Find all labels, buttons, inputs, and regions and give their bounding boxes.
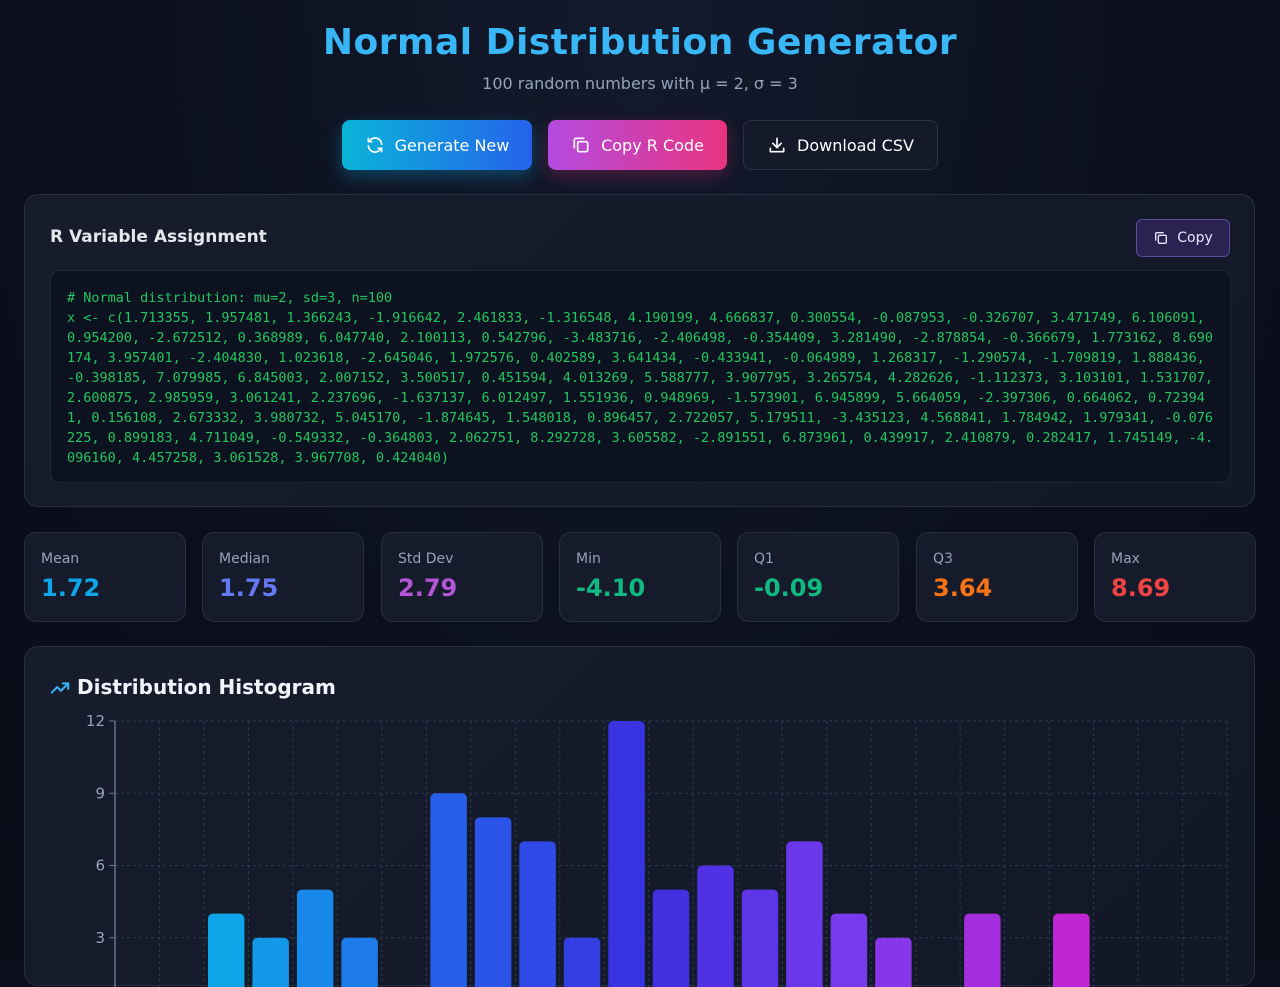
histogram-bar[interactable] xyxy=(964,914,1000,987)
histogram-bar[interactable] xyxy=(742,890,778,987)
histogram-bar[interactable] xyxy=(430,793,466,987)
generate-new-button[interactable]: Generate New xyxy=(342,120,532,170)
page-subtitle: 100 random numbers with μ = 2, σ = 3 xyxy=(0,74,1280,93)
stat-value: 3.64 xyxy=(933,574,992,602)
stat-card-mean: Mean 1.72 xyxy=(24,532,186,622)
copy-code-label: Copy xyxy=(1177,230,1213,246)
histogram-bar[interactable] xyxy=(697,866,733,987)
download-icon xyxy=(767,135,787,155)
stat-card-max: Max 8.69 xyxy=(1094,532,1256,622)
r-code-block[interactable]: # Normal distribution: mu=2, sd=3, n=100… xyxy=(50,270,1231,483)
copy-icon xyxy=(571,135,591,155)
histogram-bar[interactable] xyxy=(475,817,511,987)
stat-label: Std Dev xyxy=(398,551,453,567)
r-code-panel-title: R Variable Assignment xyxy=(50,227,267,247)
stat-card-q3: Q3 3.64 xyxy=(916,532,1078,622)
histogram-bar[interactable] xyxy=(608,721,644,987)
histogram-bar[interactable] xyxy=(519,841,555,987)
y-tick-label: 9 xyxy=(95,784,105,802)
histogram-bar[interactable] xyxy=(208,914,244,987)
download-csv-button[interactable]: Download CSV xyxy=(743,120,938,170)
stat-label: Median xyxy=(219,551,270,567)
r-code-panel: R Variable Assignment Copy # Normal dist… xyxy=(24,194,1255,507)
copy-icon xyxy=(1153,230,1169,246)
stat-value: 1.72 xyxy=(41,574,100,602)
stat-value: -0.09 xyxy=(754,574,823,602)
stat-card-q1: Q1 -0.09 xyxy=(737,532,899,622)
stat-card-std-dev: Std Dev 2.79 xyxy=(381,532,543,622)
stat-label: Mean xyxy=(41,551,79,567)
histogram-bar[interactable] xyxy=(875,938,911,987)
y-tick-label: 3 xyxy=(95,929,105,947)
page-title: Normal Distribution Generator xyxy=(0,22,1280,63)
copy-code-button[interactable]: Copy xyxy=(1136,219,1230,257)
stat-card-min: Min -4.10 xyxy=(559,532,721,622)
histogram-bar[interactable] xyxy=(297,890,333,987)
y-tick-label: 12 xyxy=(86,712,105,730)
code-assignment: x <- c(1.713355, 1.957481, 1.366243, -1.… xyxy=(67,308,1214,468)
refresh-icon xyxy=(365,135,385,155)
histogram-bar[interactable] xyxy=(252,938,288,987)
stat-value: 2.79 xyxy=(398,574,457,602)
stat-label: Min xyxy=(576,551,601,567)
copy-r-code-button[interactable]: Copy R Code xyxy=(548,120,727,170)
generate-new-label: Generate New xyxy=(395,136,510,155)
stat-label: Q3 xyxy=(933,551,953,567)
histogram-bar[interactable] xyxy=(831,914,867,987)
histogram-bar[interactable] xyxy=(786,841,822,987)
copy-r-code-label: Copy R Code xyxy=(601,136,704,155)
stat-card-median: Median 1.75 xyxy=(202,532,364,622)
download-csv-label: Download CSV xyxy=(797,136,914,155)
histogram-bar[interactable] xyxy=(341,938,377,987)
y-tick-label: 6 xyxy=(95,857,105,875)
stat-value: 8.69 xyxy=(1111,574,1170,602)
stat-label: Q1 xyxy=(754,551,774,567)
stat-value: 1.75 xyxy=(219,574,278,602)
histogram-bar[interactable] xyxy=(653,890,689,987)
histogram-bar[interactable] xyxy=(1053,914,1089,987)
stat-label: Max xyxy=(1111,551,1140,567)
code-comment: # Normal distribution: mu=2, sd=3, n=100 xyxy=(67,288,1214,308)
histogram-chart: 3 6 9 12 xyxy=(25,647,1256,987)
stat-value: -4.10 xyxy=(576,574,645,602)
histogram-bar[interactable] xyxy=(564,938,600,987)
